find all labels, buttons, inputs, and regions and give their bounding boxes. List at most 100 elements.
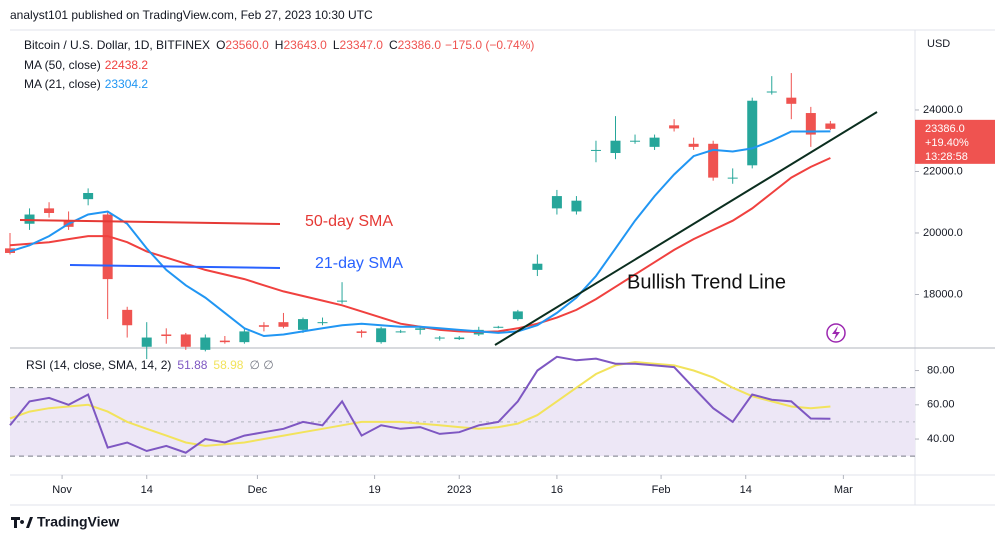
- annotation: 50-day SMA: [305, 213, 393, 230]
- legend-entry: MA (21, close) 23304.2: [24, 77, 148, 91]
- x-tick-label: Feb: [652, 484, 671, 496]
- legend-name: MA (21, close): [24, 77, 101, 91]
- alert-icon: [832, 326, 840, 340]
- alert-icon[interactable]: [826, 323, 846, 343]
- candle-body: [317, 322, 328, 324]
- candle-body: [219, 340, 230, 343]
- y-tick-label: 80.00: [927, 364, 955, 376]
- legend-value: ∅ ∅: [249, 358, 273, 372]
- candle-body: [786, 97, 797, 104]
- x-tick-label: 14: [740, 484, 752, 496]
- symbol: Bitcoin / U.S. Dollar, 1D, BITFINEX: [24, 38, 210, 52]
- price-tag-label: 23386.0: [925, 123, 965, 135]
- candle-body: [805, 113, 816, 135]
- price-tag-label: 13:28:58: [925, 151, 968, 163]
- y-tick-label: 24000.0: [923, 104, 963, 116]
- x-tick-label: 16: [551, 484, 563, 496]
- legend-value: 51.88: [177, 358, 207, 372]
- candle-body: [239, 331, 250, 343]
- legend-value: RSI (14, close, SMA, 14, 2): [26, 358, 171, 372]
- y-tick-label: 22000.0: [923, 165, 963, 177]
- candle-body: [688, 143, 699, 147]
- candle-body: [83, 192, 94, 200]
- ohlc-value: 23347.0: [340, 38, 384, 52]
- ohlc-label: H: [275, 38, 284, 52]
- candle-body: [747, 100, 758, 166]
- candle-body: [551, 196, 562, 209]
- legend-title: RSI (14, close, SMA, 14, 2) 51.88 58.98 ∅ ∅: [26, 358, 274, 372]
- series-line: [9, 130, 831, 338]
- x-tick-label: Mar: [834, 484, 853, 496]
- candle-body: [610, 140, 621, 154]
- plot: [5, 73, 915, 457]
- candle-body: [649, 137, 660, 147]
- ohlc-label: O: [216, 38, 225, 52]
- candle-body: [590, 149, 601, 151]
- candle-body: [395, 331, 406, 333]
- candle-body: [24, 214, 35, 224]
- candle-body: [434, 337, 445, 339]
- annotation: Bullish Trend Line: [627, 271, 786, 293]
- y-tick-label: 60.00: [927, 399, 955, 411]
- annotation: 21-day SMA: [315, 255, 403, 272]
- price-tag: [915, 119, 995, 164]
- candle-body: [44, 208, 55, 213]
- x-tick-label: Dec: [248, 484, 268, 496]
- logo: [11, 517, 33, 528]
- candle-body: [727, 177, 738, 179]
- annotation-line: [19, 219, 281, 225]
- candle-body: [571, 200, 582, 212]
- candle-body: [161, 334, 172, 337]
- candle-body: [278, 322, 289, 327]
- candle-body: [415, 328, 426, 330]
- candle-body: [630, 140, 641, 142]
- candle-body: [258, 325, 269, 327]
- candle-body: [141, 337, 152, 347]
- legend-entry: MA (50, close) 22438.2: [24, 58, 148, 72]
- candle-body: [669, 125, 680, 129]
- publisher: analyst101 published on TradingView.com,…: [10, 8, 373, 22]
- ohlc-label: L: [333, 38, 340, 52]
- candle-body: [200, 337, 211, 350]
- candle-body: [493, 326, 504, 328]
- candle-body: [708, 143, 719, 178]
- brand: TradingView: [37, 514, 119, 530]
- candle-body: [376, 328, 387, 343]
- candle-body: [825, 123, 836, 129]
- candle-body: [122, 309, 133, 326]
- legend-name: MA (50, close): [24, 58, 101, 72]
- candle-body: [512, 311, 523, 320]
- candle-body: [337, 300, 348, 302]
- annotation-line: [69, 264, 281, 269]
- y-tick-label: 40.00: [927, 433, 955, 445]
- x-tick-label: Nov: [52, 484, 72, 496]
- candle-body: [532, 263, 543, 270]
- y-tick-label: 18000.0: [923, 288, 963, 300]
- ohlc-value: 23560.0: [225, 38, 269, 52]
- ohlc-value: 23386.0: [398, 38, 442, 52]
- ohlc-label: C: [389, 38, 398, 52]
- legend-value: 58.98: [213, 358, 243, 372]
- legend-value: 22438.2: [105, 58, 149, 72]
- candle-body: [356, 331, 367, 333]
- x-tick-label: 2023: [447, 484, 471, 496]
- x-tick-label: 19: [368, 484, 380, 496]
- axis-unit: USD: [927, 38, 950, 50]
- trend-line: [494, 111, 878, 346]
- series-line: [9, 355, 831, 454]
- candle-body: [766, 91, 777, 93]
- candle-body: [180, 334, 191, 347]
- series-line: [9, 360, 831, 447]
- y-tick-label: 20000.0: [923, 227, 963, 239]
- candle-body: [102, 214, 113, 280]
- candle-body: [297, 319, 308, 330]
- legend-title: Bitcoin / U.S. Dollar, 1D, BITFINEX O2356…: [24, 38, 534, 52]
- change: −175.0 (−0.74%): [445, 38, 534, 52]
- ohlc-value: 23643.0: [283, 38, 327, 52]
- price-tag-label: +19.40%: [925, 137, 969, 149]
- x-tick-label: 14: [141, 484, 153, 496]
- legend-value: 23304.2: [105, 77, 149, 91]
- candle-body: [454, 337, 465, 340]
